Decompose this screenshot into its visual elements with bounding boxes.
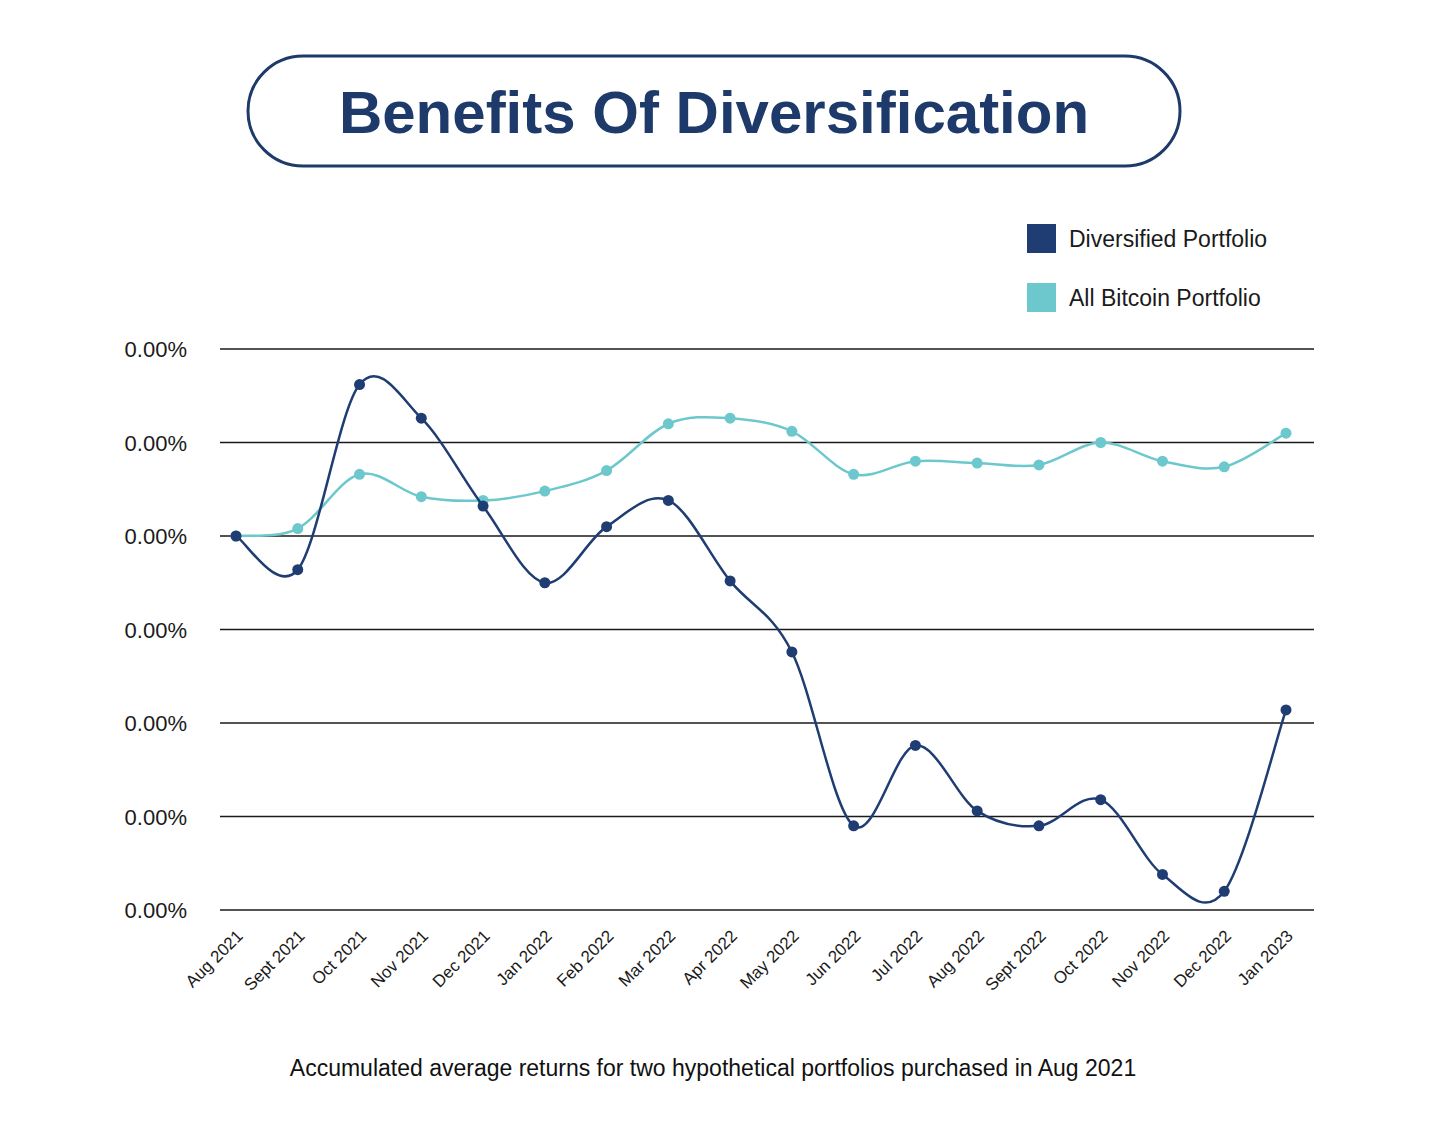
x-tick-label: Jun 2022: [802, 926, 865, 989]
series-marker: [1281, 428, 1292, 439]
series-marker: [910, 456, 921, 467]
grid-line: [220, 535, 1314, 536]
x-tick-label: Apr 2022: [679, 926, 741, 988]
y-tick-label: 0.00%: [125, 805, 187, 830]
title-box: [248, 56, 1180, 166]
series-line: [236, 376, 1286, 902]
x-tick-label: Jan 2022: [493, 926, 556, 989]
x-tick-label: Feb 2022: [553, 926, 617, 990]
y-tick-label: 0.00%: [125, 431, 187, 456]
series-marker: [786, 646, 797, 657]
x-tick-label: Dec 2021: [429, 926, 494, 991]
x-tick-label: Jul 2022: [867, 926, 926, 985]
series-marker: [416, 413, 427, 424]
series-marker: [539, 577, 550, 588]
series-marker: [972, 805, 983, 816]
x-tick-label: Aug 2021: [182, 926, 247, 991]
x-tick-label: Nov 2022: [1108, 926, 1173, 991]
series-marker: [725, 575, 736, 586]
series-marker: [663, 418, 674, 429]
y-tick-label: 0.00%: [125, 524, 187, 549]
series-marker: [1219, 461, 1230, 472]
grid-line: [220, 629, 1314, 630]
x-tick-label: Jan 2023: [1234, 926, 1297, 989]
x-tick-label: Oct 2021: [308, 926, 370, 988]
series-marker: [601, 465, 612, 476]
y-tick-label: 0.00%: [125, 711, 187, 736]
series-marker: [663, 495, 674, 506]
series-marker: [848, 469, 859, 480]
series: [231, 413, 1292, 542]
series-marker: [725, 413, 736, 424]
x-tick-label: Sept 2021: [240, 926, 308, 994]
title: Benefits Of Diversification: [339, 79, 1089, 146]
series-marker: [972, 458, 983, 469]
series-line: [236, 417, 1286, 536]
y-tick-label: 0.00%: [125, 337, 187, 362]
grid-line: [220, 442, 1314, 443]
x-tick-label: Sept 2022: [982, 926, 1050, 994]
series-marker: [601, 521, 612, 532]
x-tick-label: May 2022: [736, 926, 802, 992]
y-axis: 0.00% 0.00% 0.00% 0.00% 0.00% 0.00% 0.00%: [125, 337, 1314, 923]
legend-label: All Bitcoin Portfolio: [1069, 285, 1261, 311]
series-marker: [539, 486, 550, 497]
x-tick-label: Aug 2022: [923, 926, 988, 991]
plot-area: [231, 376, 1292, 902]
caption: Accumulated average returns for two hypo…: [290, 1055, 1136, 1081]
series-marker: [910, 740, 921, 751]
legend: Diversified Portfolio All Bitcoin Portfol…: [1027, 224, 1267, 312]
series-marker: [416, 491, 427, 502]
series-marker: [1157, 869, 1168, 880]
series-marker: [1157, 456, 1168, 467]
series-marker: [292, 564, 303, 575]
series: [231, 376, 1292, 902]
series-marker: [1033, 459, 1044, 470]
series-marker: [848, 820, 859, 831]
series-marker: [231, 531, 242, 542]
legend-swatch: [1027, 224, 1056, 253]
series-marker: [1219, 886, 1230, 897]
series-marker: [478, 501, 489, 512]
x-tick-label: Mar 2022: [615, 926, 679, 990]
grid-line: [220, 348, 1314, 349]
series-marker: [1095, 794, 1106, 805]
series-marker: [786, 426, 797, 437]
x-axis: Aug 2021Sept 2021Oct 2021Nov 2021Dec 202…: [182, 926, 1297, 994]
x-tick-label: Nov 2021: [367, 926, 432, 991]
x-tick-label: Dec 2022: [1170, 926, 1235, 991]
x-tick-label: Oct 2022: [1049, 926, 1111, 988]
series-marker: [1281, 704, 1292, 715]
series-marker: [354, 469, 365, 480]
series-marker: [1095, 437, 1106, 448]
series-marker: [354, 379, 365, 390]
y-tick-label: 0.00%: [125, 898, 187, 923]
series-marker: [231, 531, 242, 542]
grid-line: [220, 722, 1314, 723]
legend-label: Diversified Portfolio: [1069, 226, 1267, 252]
legend-swatch: [1027, 283, 1056, 312]
series-marker: [292, 523, 303, 534]
grid-line: [220, 909, 1314, 910]
series-marker: [1033, 820, 1044, 831]
grid-line: [220, 816, 1314, 817]
y-tick-label: 0.00%: [125, 618, 187, 643]
chart: Benefits Of Diversification0.00%0.00%0.0…: [0, 0, 1429, 1141]
